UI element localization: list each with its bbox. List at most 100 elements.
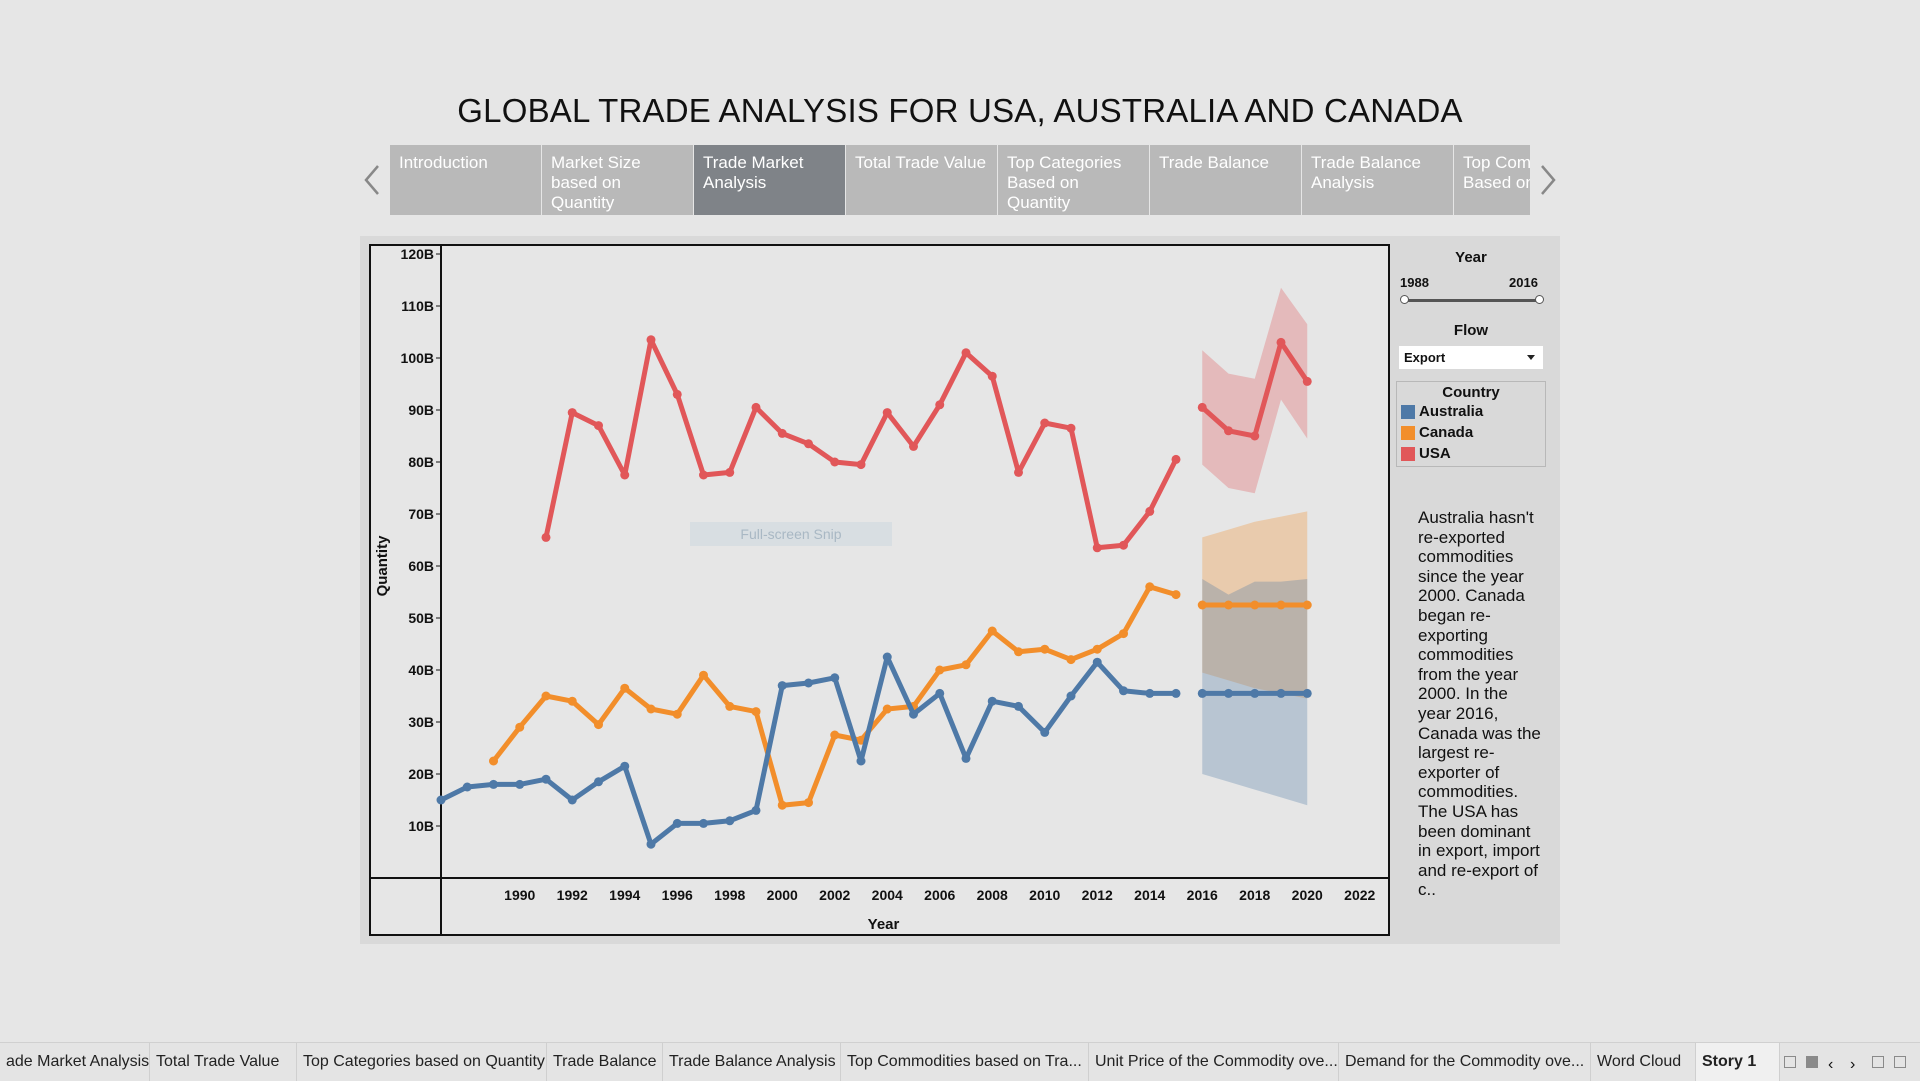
data-point-canada	[1092, 644, 1102, 654]
x-tick-label: 2016	[1187, 887, 1218, 903]
sheet-tab-6[interactable]: Unit Price of the Commodity ove...	[1089, 1043, 1339, 1081]
data-point-australia	[672, 818, 682, 828]
film-strip-icon[interactable]	[1806, 1056, 1818, 1068]
previous-story-point-button[interactable]	[360, 160, 384, 200]
sheet-tab-2[interactable]: Top Categories based on Quantity	[297, 1043, 547, 1081]
data-point-usa	[594, 421, 603, 431]
snip-watermark: Full-screen Snip	[690, 522, 892, 546]
sheet-tab-1[interactable]: Total Trade Value	[150, 1043, 297, 1081]
x-tick-label: 2002	[819, 887, 850, 903]
next-sheet-icon[interactable]: ›	[1850, 1056, 1856, 1073]
data-point-usa	[1040, 418, 1050, 428]
sheet-tab-8[interactable]: Word Cloud	[1591, 1043, 1696, 1081]
data-point-usa	[725, 467, 735, 477]
legend-label: Australia	[1419, 403, 1484, 420]
chevron-down-icon	[1527, 355, 1535, 360]
data-point-canada	[1145, 582, 1155, 592]
data-point-canada	[777, 800, 787, 810]
data-point-usa	[856, 460, 866, 470]
x-axis-title: Year	[868, 916, 900, 933]
legend-label: USA	[1419, 445, 1451, 462]
year-slider-max-handle[interactable]	[1535, 295, 1544, 304]
forecast-point-canada	[1276, 600, 1286, 610]
story-point-7[interactable]: Top Commodities Based on Value	[1454, 145, 1530, 215]
sheet-tab-3[interactable]: Trade Balance	[547, 1043, 663, 1081]
data-point-canada	[672, 709, 682, 719]
y-tick-label: 90B	[408, 402, 434, 418]
x-tick-label: 2020	[1292, 887, 1323, 903]
data-point-australia	[1145, 688, 1155, 698]
data-point-usa	[620, 470, 630, 480]
presentation-icon[interactable]	[1894, 1056, 1906, 1068]
forecast-point-canada	[1250, 600, 1260, 610]
year-slider-track[interactable]	[1404, 299, 1540, 302]
legend-item-australia[interactable]: Australia	[1397, 401, 1545, 422]
legend-swatch	[1401, 404, 1415, 419]
y-tick-label: 30B	[408, 714, 434, 730]
flow-dropdown[interactable]: Export	[1399, 346, 1543, 369]
story-point-4[interactable]: Top Categories Based on Quantity	[998, 145, 1149, 215]
y-tick-label: 120B	[401, 246, 434, 262]
forecast-point-canada	[1302, 600, 1312, 610]
year-min-label: 1988	[1400, 275, 1429, 290]
forecast-point-australia	[1197, 688, 1207, 698]
data-point-australia	[436, 795, 446, 805]
x-tick-label: 1994	[609, 887, 640, 903]
x-tick-label: 1998	[714, 887, 745, 903]
forecast-point-usa	[1197, 402, 1207, 412]
x-tick-label: 2012	[1082, 887, 1113, 903]
data-point-usa	[804, 439, 813, 449]
grid-view-icon[interactable]	[1784, 1056, 1796, 1068]
data-point-canada	[567, 696, 577, 706]
year-slider-min-handle[interactable]	[1400, 295, 1409, 304]
chevron-left-icon	[364, 165, 379, 195]
sheet-tab-bar: ade Market Analysis Total Trade Value Top …	[0, 1042, 1920, 1081]
data-point-usa	[646, 335, 656, 345]
line-chart[interactable]: 10B 20B 30B 40B 50B 60B 70B 80B 90B 100B 110B 120B 1…	[369, 244, 1390, 936]
window-controls: ‹ ›	[1784, 1056, 1906, 1073]
y-tick-label: 10B	[408, 818, 434, 834]
story-point-5[interactable]: Trade Balance	[1150, 145, 1301, 215]
sheet-tab-4[interactable]: Trade Balance Analysis	[663, 1043, 841, 1081]
data-point-usa	[751, 402, 761, 412]
flow-dropdown-value: Export	[1404, 350, 1446, 365]
story-title: GLOBAL TRADE ANALYSIS FOR USA, AUSTRALIA…	[457, 92, 1463, 129]
data-point-australia	[1066, 691, 1076, 701]
data-point-australia	[856, 756, 866, 766]
data-point-australia	[1119, 686, 1128, 696]
sheet-tab-0[interactable]: ade Market Analysis	[0, 1043, 150, 1081]
story-point-3[interactable]: Total Trade Value	[846, 145, 997, 215]
next-story-point-button[interactable]	[1536, 160, 1560, 200]
country-legend: Country Australia Canada USA	[1396, 381, 1546, 467]
data-point-australia	[961, 753, 971, 763]
story-point-0[interactable]: Introduction	[390, 145, 541, 215]
y-tick-label: 60B	[408, 558, 434, 574]
data-point-usa	[987, 371, 997, 381]
sheet-tab-7[interactable]: Demand for the Commodity ove...	[1339, 1043, 1591, 1081]
data-point-canada	[1171, 590, 1181, 600]
fullscreen-icon[interactable]	[1872, 1056, 1884, 1068]
data-point-australia	[909, 709, 918, 719]
x-tick-label: 2018	[1239, 887, 1270, 903]
data-point-australia	[882, 652, 892, 662]
sheet-tab-5[interactable]: Top Commodities based on Tra...	[841, 1043, 1089, 1081]
data-point-australia	[1171, 688, 1181, 698]
previous-sheet-icon[interactable]: ‹	[1828, 1056, 1834, 1073]
data-point-australia	[751, 805, 761, 815]
y-tick-label: 40B	[408, 662, 434, 678]
legend-label: Canada	[1419, 424, 1474, 441]
data-point-australia	[1092, 657, 1102, 667]
chevron-right-icon	[1541, 165, 1556, 195]
legend-item-usa[interactable]: USA	[1397, 443, 1545, 464]
story-point-6[interactable]: Trade Balance Analysis	[1302, 145, 1453, 215]
story-navigator: Introduction Market Size based on Quantit…	[390, 145, 1530, 215]
data-point-canada	[489, 756, 498, 766]
story-point-2[interactable]: Trade Market Analysis	[694, 145, 845, 215]
data-point-canada	[1119, 629, 1128, 639]
sheet-tab-9[interactable]: Story 1	[1696, 1043, 1780, 1081]
data-point-australia	[987, 696, 997, 706]
data-point-australia	[830, 673, 840, 683]
story-point-1[interactable]: Market Size based on Quantity	[542, 145, 693, 215]
legend-item-canada[interactable]: Canada	[1397, 422, 1545, 443]
year-filter-title: Year	[1455, 249, 1487, 266]
